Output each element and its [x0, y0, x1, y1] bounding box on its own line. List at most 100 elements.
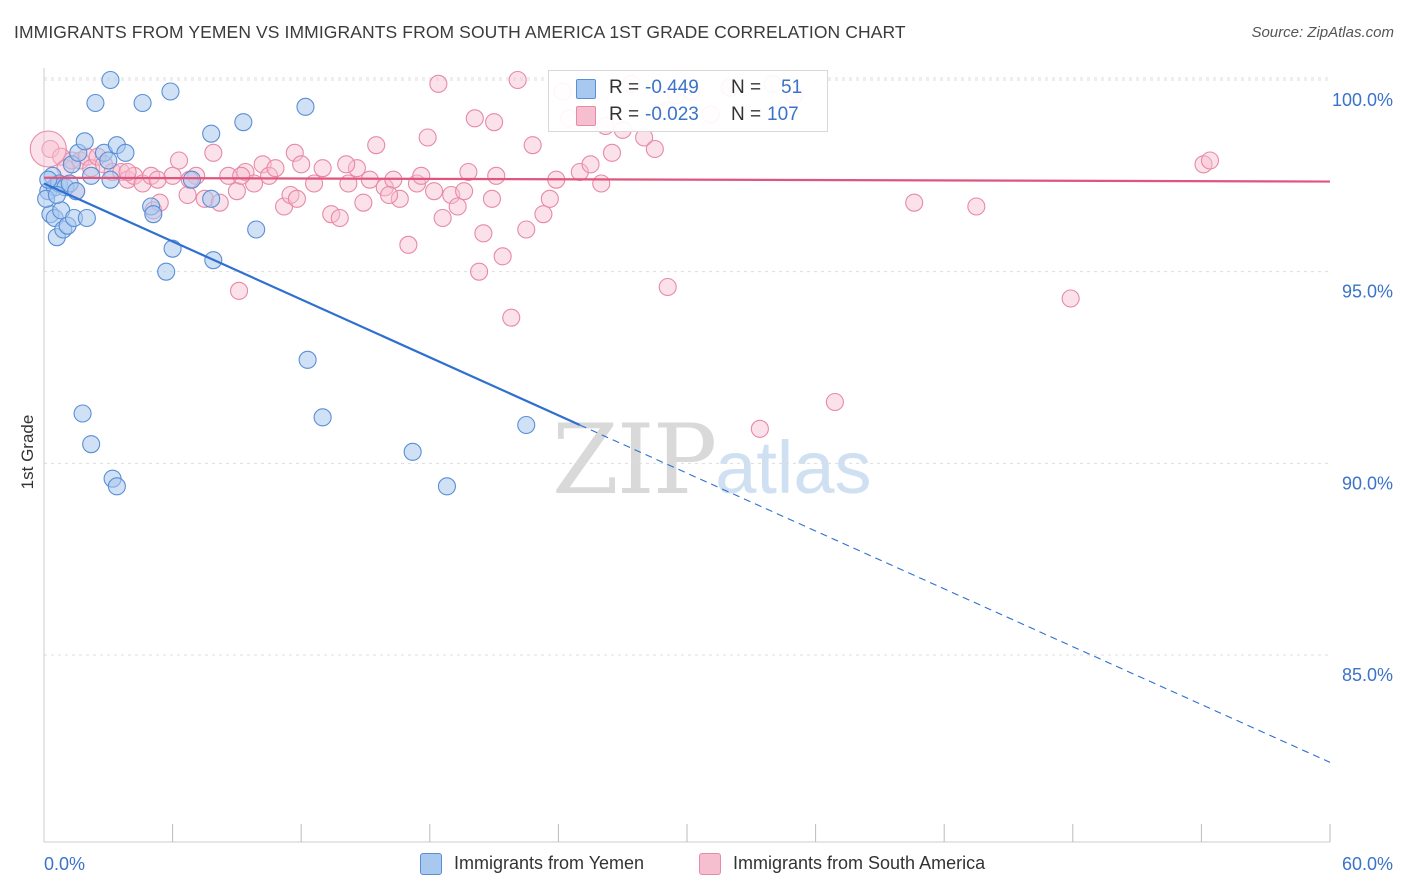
- point-south-america: [425, 182, 444, 201]
- point-south-america: [523, 136, 542, 155]
- point-south-america: [266, 159, 285, 178]
- point-south-america: [178, 185, 197, 205]
- point-south-america: [227, 182, 246, 201]
- point-yemen: [163, 239, 182, 258]
- chart-title: IMMIGRANTS FROM YEMEN VS IMMIGRANTS FROM…: [14, 22, 906, 42]
- point-south-america: [493, 247, 512, 266]
- point-south-america: [292, 155, 311, 174]
- point-south-america: [602, 143, 622, 162]
- point-south-america: [367, 136, 386, 155]
- point-yemen: [107, 477, 126, 496]
- point-yemen: [157, 262, 176, 281]
- bottom-legend-label-south-america: Immigrants from South America: [733, 853, 986, 873]
- point-south-america: [29, 130, 67, 168]
- point-yemen: [182, 170, 201, 189]
- point-yemen: [313, 408, 332, 427]
- point-south-america: [148, 170, 167, 189]
- point-south-america: [485, 113, 504, 132]
- point-south-america: [592, 174, 611, 193]
- legend-row-yemen: R = -0.449 N = 51: [549, 75, 827, 101]
- bottom-legend-swatch-south-america: [699, 853, 721, 875]
- point-yemen: [298, 350, 317, 369]
- point-south-america: [517, 220, 536, 239]
- point-south-america: [287, 189, 306, 208]
- point-south-america: [354, 193, 373, 212]
- point-south-america: [470, 262, 489, 281]
- legend-r-label: R =: [609, 77, 640, 98]
- point-south-america: [448, 197, 467, 216]
- legend-n-value: 51: [781, 77, 803, 98]
- point-yemen: [161, 82, 180, 101]
- point-yemen: [296, 97, 315, 116]
- point-south-america: [418, 128, 437, 147]
- point-south-america: [259, 166, 279, 185]
- point-south-america: [502, 308, 521, 327]
- point-yemen: [517, 415, 536, 435]
- point-south-america: [540, 189, 559, 208]
- bottom-legend-swatch-yemen: [420, 853, 442, 875]
- point-south-america: [581, 155, 600, 174]
- point-south-america: [380, 185, 399, 205]
- point-yemen: [116, 143, 135, 162]
- point-south-america: [474, 224, 493, 243]
- point-south-america: [337, 155, 356, 174]
- point-yemen: [99, 151, 118, 170]
- point-south-america: [285, 143, 304, 162]
- point-yemen: [202, 189, 221, 208]
- stats-legend: R = -0.449 N = 51 R = -0.023 N = 107: [548, 70, 828, 132]
- legend-r-value: -0.449: [645, 77, 699, 98]
- trendline-yemen: [43, 182, 581, 427]
- legend-row-south-america: R = -0.023 N = 107: [549, 102, 827, 128]
- source-label: Source: ZipAtlas.com: [1251, 24, 1394, 41]
- point-south-america: [508, 70, 527, 90]
- point-yemen: [82, 435, 101, 454]
- point-south-america: [825, 392, 844, 412]
- point-south-america: [429, 74, 448, 93]
- point-south-america: [1061, 289, 1080, 308]
- legend-r-label: R =: [609, 104, 640, 125]
- x-tick-label: 0.0%: [44, 854, 85, 874]
- point-yemen: [133, 93, 152, 113]
- y-tick-label: 95.0%: [1342, 282, 1393, 302]
- point-south-america: [118, 162, 137, 182]
- point-yemen: [73, 404, 92, 423]
- y-tick-label: 90.0%: [1342, 473, 1393, 493]
- point-yemen: [77, 208, 96, 228]
- watermark: ZIPatlas: [552, 404, 872, 516]
- point-south-america: [658, 277, 677, 297]
- point-south-america: [204, 143, 223, 162]
- y-tick-label: 100.0%: [1332, 90, 1393, 110]
- trendline-south-america: [43, 176, 1331, 183]
- legend-r-value: -0.023: [645, 104, 699, 125]
- legend-swatch-south-america: [576, 106, 596, 126]
- point-south-america: [313, 159, 332, 178]
- point-south-america: [905, 193, 924, 212]
- point-south-america: [232, 166, 251, 185]
- point-south-america: [465, 109, 484, 128]
- point-south-america: [390, 189, 409, 208]
- point-south-america: [1200, 151, 1220, 170]
- point-south-america: [645, 139, 664, 159]
- point-south-america: [219, 166, 238, 185]
- point-south-america: [967, 197, 986, 216]
- point-south-america: [459, 162, 478, 182]
- point-south-america: [163, 166, 182, 185]
- y-tick-label: 85.0%: [1342, 665, 1393, 685]
- legend-swatch-yemen: [576, 79, 596, 99]
- legend-n-label: N =: [731, 77, 762, 98]
- bottom-legend-label-yemen: Immigrants from Yemen: [454, 853, 645, 873]
- point-south-america: [534, 205, 553, 224]
- point-yemen: [403, 442, 422, 461]
- point-south-america: [750, 419, 769, 438]
- watermark-zip: ZIP: [552, 404, 717, 516]
- trendline-yemen-projection: [579, 424, 1331, 763]
- point-yemen: [86, 93, 105, 113]
- point-south-america: [330, 208, 349, 228]
- point-south-america: [169, 151, 189, 170]
- point-south-america: [229, 281, 249, 300]
- point-south-america: [412, 166, 431, 185]
- point-yemen: [75, 132, 94, 151]
- point-south-america: [347, 159, 366, 178]
- point-yemen: [82, 166, 101, 185]
